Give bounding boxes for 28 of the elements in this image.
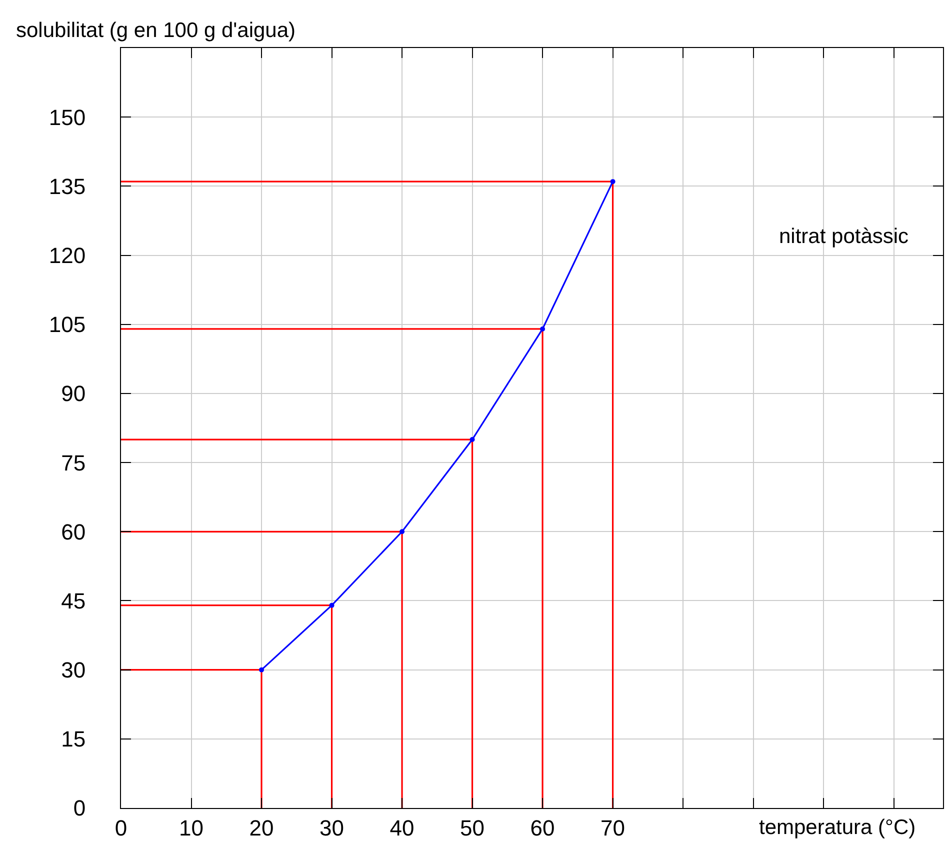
- point: [540, 326, 546, 332]
- x-tick-label: 50: [460, 815, 485, 840]
- x-tick-label: 20: [249, 815, 274, 840]
- y-tick-label: 90: [61, 381, 86, 406]
- y-tick-label: 0: [73, 796, 86, 821]
- point: [610, 179, 616, 184]
- y-tick-label: 15: [61, 726, 86, 752]
- point: [470, 437, 475, 442]
- point: [259, 667, 264, 672]
- y-axis-title: solubilitat (g en 100 g d'aigua): [16, 19, 296, 42]
- y-tick-label: 120: [48, 242, 86, 268]
- y-tick-label: 60: [61, 519, 86, 544]
- x-axis-title: temperatura (°C): [759, 816, 916, 839]
- x-tick-label: 0: [114, 815, 128, 840]
- x-tick-label: 60: [530, 815, 555, 840]
- y-tick-label: 150: [48, 104, 86, 130]
- x-tick-label: 40: [390, 815, 414, 840]
- y-tick-label: 135: [48, 174, 86, 199]
- annotation: nitrat potàssic: [779, 225, 909, 248]
- y-tick-label: 45: [61, 588, 86, 614]
- x-tick-label: 70: [600, 815, 626, 840]
- x-tick-label: 30: [320, 815, 344, 840]
- y-tick-label: 30: [61, 658, 86, 683]
- y-tick-label: 105: [48, 312, 86, 338]
- y-tick-label: 75: [61, 450, 86, 476]
- x-tick-label: 10: [179, 815, 204, 840]
- point: [329, 602, 334, 608]
- point: [400, 529, 405, 534]
